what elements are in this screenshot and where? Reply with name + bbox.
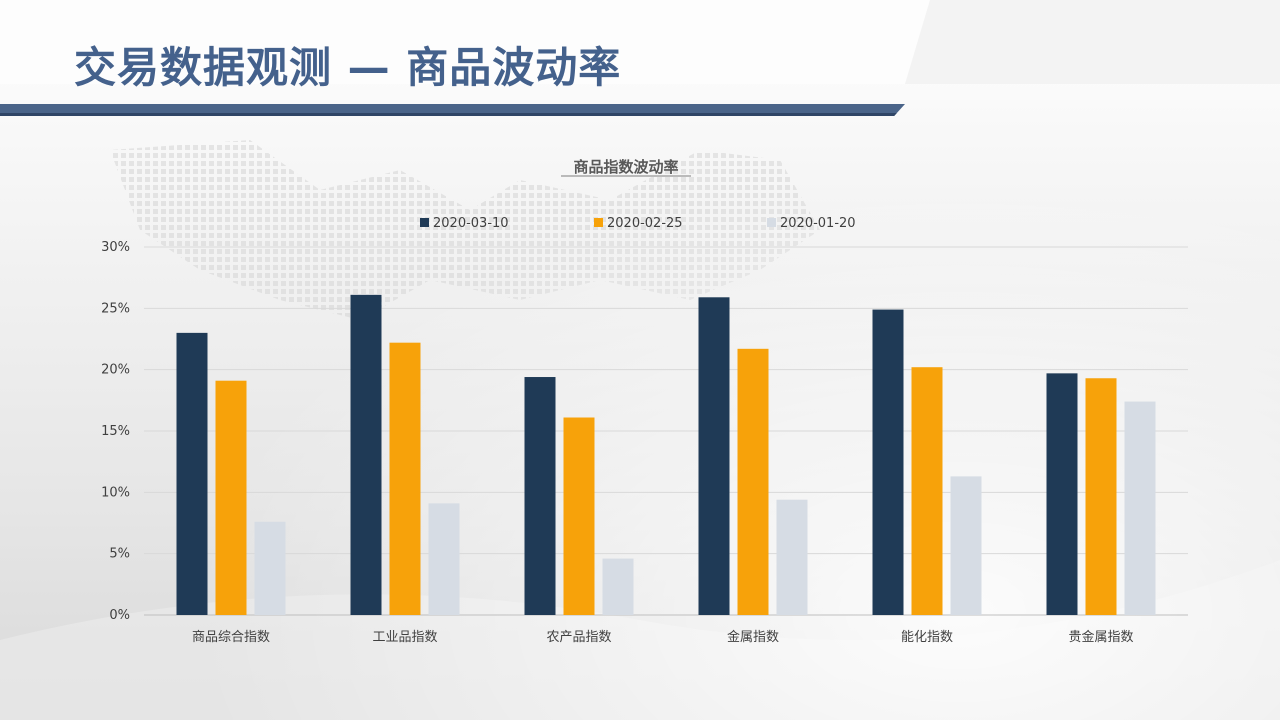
y-tick-label: 15%	[101, 424, 130, 439]
y-tick-label: 20%	[101, 363, 130, 378]
y-axis-ticks: 0% 5% 10% 15% 20% 25% 30%	[101, 240, 130, 623]
bar	[950, 476, 982, 615]
legend-label: 2020-03-10	[433, 216, 509, 231]
bars	[176, 294, 1156, 615]
bar	[776, 499, 808, 615]
x-tick-label: 贵金属指数	[1068, 629, 1133, 645]
legend-swatch	[594, 218, 603, 227]
x-tick-label: 金属指数	[727, 629, 779, 645]
bar	[872, 309, 904, 615]
bar	[176, 332, 208, 615]
bar	[563, 417, 595, 615]
legend: 2020-03-10 2020-02-25 2020-01-20	[420, 216, 856, 231]
bar	[524, 377, 556, 615]
y-tick-label: 30%	[101, 240, 130, 255]
legend-label: 2020-01-20	[780, 216, 856, 231]
x-tick-label: 能化指数	[901, 630, 953, 645]
bar	[428, 503, 460, 615]
bar	[1046, 373, 1078, 615]
page-title: 交易数据观测 — 商品波动率	[74, 43, 622, 92]
bar	[737, 348, 769, 615]
bar	[389, 342, 421, 615]
bar	[1124, 401, 1156, 615]
y-tick-label: 10%	[101, 485, 130, 500]
bar	[602, 558, 634, 615]
x-axis-labels: 商品综合指数 工业品指数 农产品指数 金属指数 能化指数 贵金属指数	[192, 629, 1134, 645]
title-underline-bar	[0, 104, 905, 116]
x-tick-label: 农产品指数	[546, 630, 611, 645]
bar	[911, 367, 943, 615]
legend-swatch	[420, 218, 429, 227]
legend-swatch	[767, 218, 776, 227]
legend-label: 2020-02-25	[607, 216, 683, 231]
chart-title: 商品指数波动率	[573, 158, 678, 176]
bar	[698, 297, 730, 615]
gridlines	[144, 246, 1188, 616]
y-tick-label: 5%	[109, 547, 130, 562]
y-tick-label: 0%	[109, 608, 130, 623]
bar	[350, 294, 382, 615]
bar	[254, 521, 286, 615]
x-tick-label: 商品综合指数	[192, 630, 270, 645]
bar	[215, 380, 247, 615]
bar	[1085, 378, 1117, 615]
x-tick-label: 工业品指数	[372, 630, 437, 645]
y-tick-label: 25%	[101, 301, 130, 316]
